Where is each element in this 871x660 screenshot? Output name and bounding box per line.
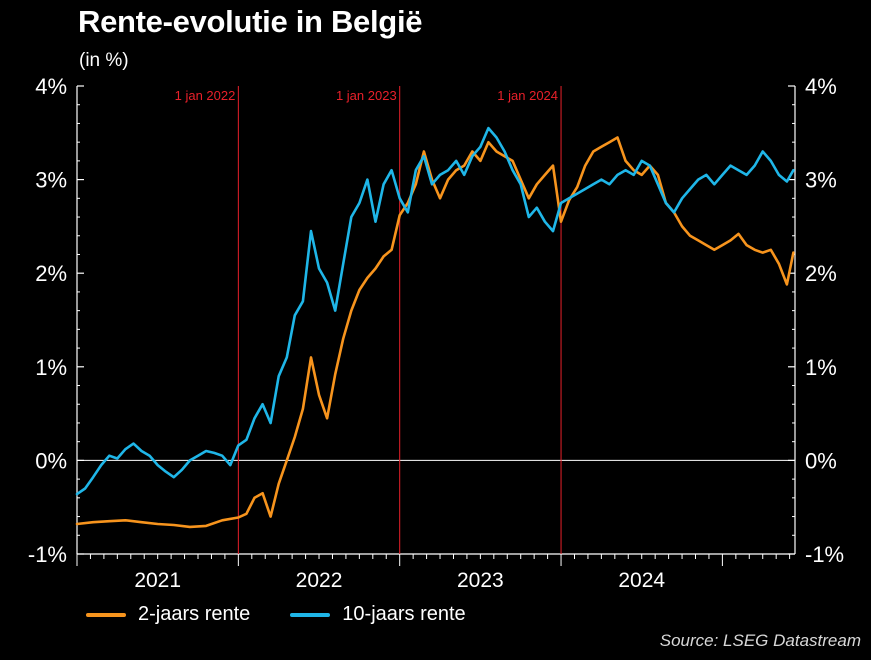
chart-unit-label: (in %): [79, 50, 129, 71]
legend-swatch-10y: [290, 612, 331, 617]
y-tick-label-left: 3%: [35, 168, 67, 193]
y-tick-label-right: 0%: [805, 448, 837, 473]
chart-title: Rente-evolutie in België: [78, 4, 423, 39]
y-tick-label-left: 1%: [35, 355, 67, 380]
date-markers: 1 jan 2022 1 jan 2023 1 jan 2024: [175, 86, 562, 554]
source-note: Source: LSEG Datastream: [659, 631, 861, 650]
line-chart: -1% -1% 0% 0% 1% 1% 2% 2% 3% 3% 4% 4% 2021 2022 2023 20…: [28, 74, 844, 592]
series-line-10y: [75, 126, 795, 496]
y-tick-label-left: -1%: [28, 542, 67, 567]
date-marker-label: 1 jan 2023: [336, 88, 397, 103]
x-tick-label: 2022: [296, 569, 343, 592]
y-tick-label-right: 1%: [805, 355, 837, 380]
x-tick-label: 2021: [134, 569, 181, 592]
y-tick-label-left: 0%: [35, 448, 67, 473]
x-tick-label: 2023: [457, 569, 504, 592]
legend-item-10y: 10-jaars rente: [290, 603, 466, 626]
series-lines: [75, 126, 795, 529]
legend-swatch-2y: [86, 612, 126, 617]
y-tick-label-right: 3%: [805, 168, 837, 193]
y-tick-label-left: 4%: [35, 74, 67, 99]
axes: -1% -1% 0% 0% 1% 1% 2% 2% 3% 3% 4% 4% 2021 2022 2023 20…: [28, 74, 844, 592]
legend-item-2y: 2-jaars rente: [86, 603, 250, 626]
legend: 2-jaars rente 10-jaars rente: [86, 603, 506, 626]
legend-label-2y: 2-jaars rente: [138, 603, 251, 625]
date-marker-label: 1 jan 2022: [175, 88, 236, 103]
legend-label-10y: 10-jaars rente: [342, 603, 466, 625]
series-line-2y: [75, 136, 795, 529]
y-tick-label-right: -1%: [805, 542, 844, 567]
date-marker-label: 1 jan 2024: [497, 88, 558, 103]
x-tick-label: 2024: [618, 569, 665, 592]
y-tick-label-left: 2%: [35, 261, 67, 286]
y-tick-label-right: 4%: [805, 74, 837, 99]
y-tick-label-right: 2%: [805, 261, 837, 286]
